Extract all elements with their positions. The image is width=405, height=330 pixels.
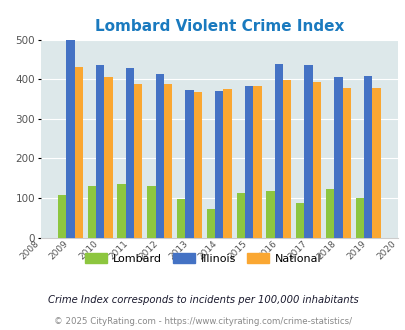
Bar [134, 84, 142, 238]
Bar [87, 186, 96, 238]
Bar [371, 87, 379, 238]
Bar [333, 77, 342, 238]
Bar [253, 86, 261, 238]
Bar [75, 67, 83, 238]
Bar [282, 81, 290, 238]
Title: Lombard Violent Crime Index: Lombard Violent Crime Index [94, 19, 343, 34]
Bar [58, 195, 66, 238]
Text: © 2025 CityRating.com - https://www.cityrating.com/crime-statistics/: © 2025 CityRating.com - https://www.city… [54, 317, 351, 326]
Bar [155, 74, 164, 238]
Bar [266, 191, 274, 238]
Bar [193, 92, 201, 238]
Bar [355, 198, 363, 238]
Bar [223, 89, 231, 238]
Bar [295, 203, 304, 238]
Bar [66, 40, 75, 238]
Bar [96, 65, 104, 238]
Bar [185, 90, 193, 238]
Bar [274, 64, 282, 238]
Bar [236, 193, 244, 238]
Bar [244, 85, 253, 238]
Bar [312, 82, 320, 238]
Bar [164, 84, 172, 238]
Bar [104, 77, 112, 238]
Bar [126, 68, 134, 238]
Bar [177, 199, 185, 238]
Legend: Lombard, Illinois, National: Lombard, Illinois, National [80, 249, 325, 268]
Bar [117, 184, 126, 238]
Bar [363, 76, 371, 238]
Bar [325, 189, 333, 238]
Text: Crime Index corresponds to incidents per 100,000 inhabitants: Crime Index corresponds to incidents per… [47, 295, 358, 305]
Bar [304, 65, 312, 238]
Bar [147, 186, 155, 238]
Bar [342, 87, 350, 238]
Bar [215, 91, 223, 238]
Bar [206, 209, 215, 238]
